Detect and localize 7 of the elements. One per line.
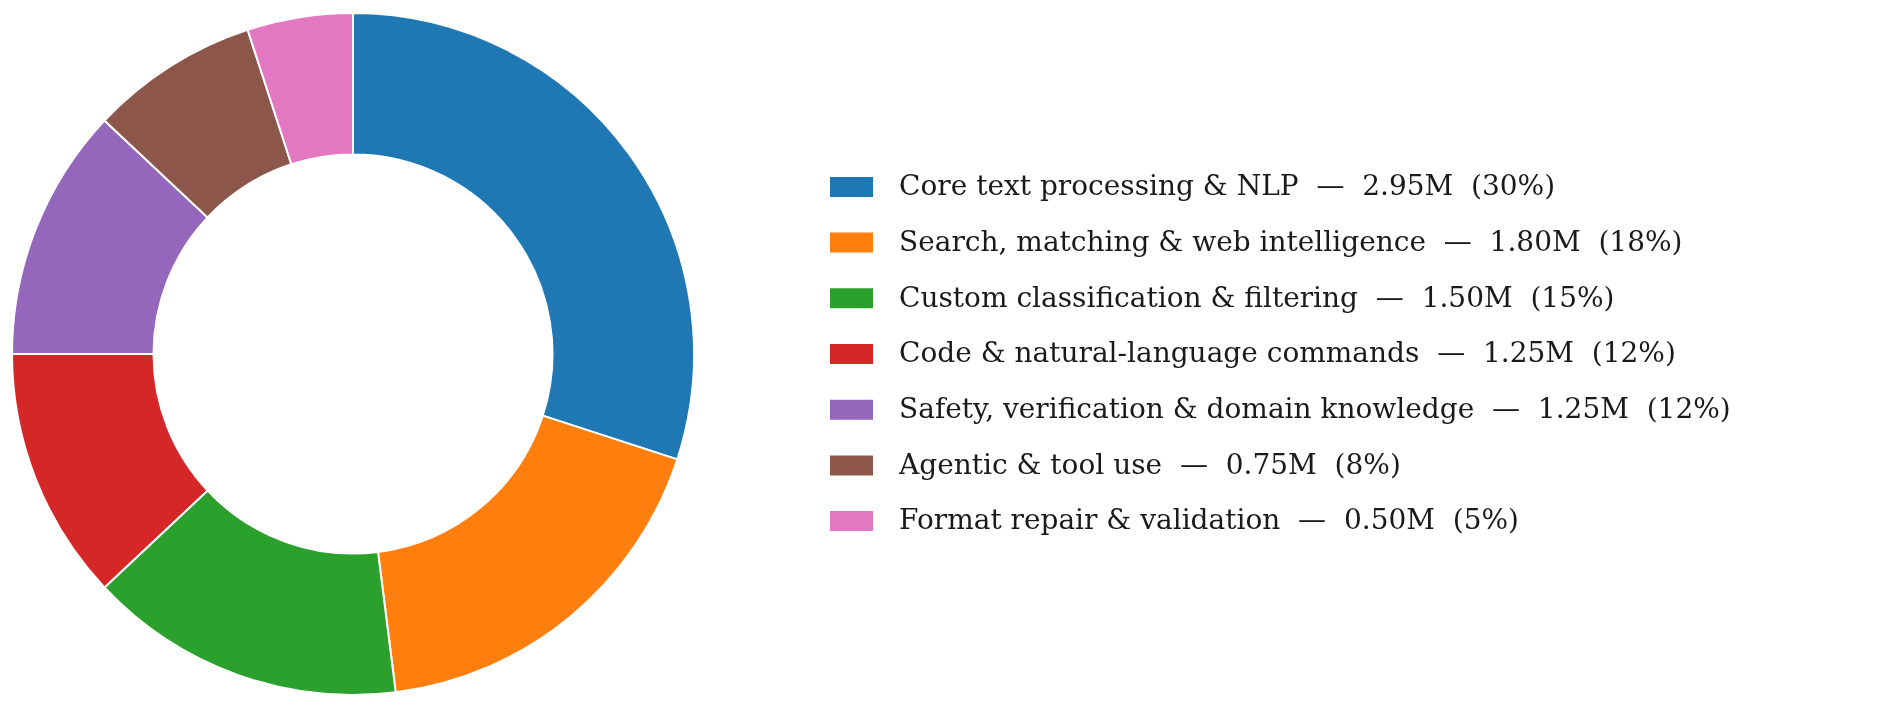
legend-label: Core text processing & NLP — 2.95M (30%) [899, 169, 1556, 203]
legend-label: Custom classification & filtering — 1.50M (15%) [899, 280, 1615, 314]
legend-label: Search, matching & web intelligence — 1.80M (18%) [899, 224, 1683, 258]
legend-label: Format repair & validation — 0.50M (5%) [899, 503, 1519, 537]
legend-label: Agentic & tool use — 0.75M (8%) [898, 447, 1401, 481]
legend-label: Code & natural-language commands — 1.25M (12%) [899, 336, 1676, 370]
legend-label: Safety, verification & domain knowledge — 1.25M (12%) [899, 391, 1731, 425]
